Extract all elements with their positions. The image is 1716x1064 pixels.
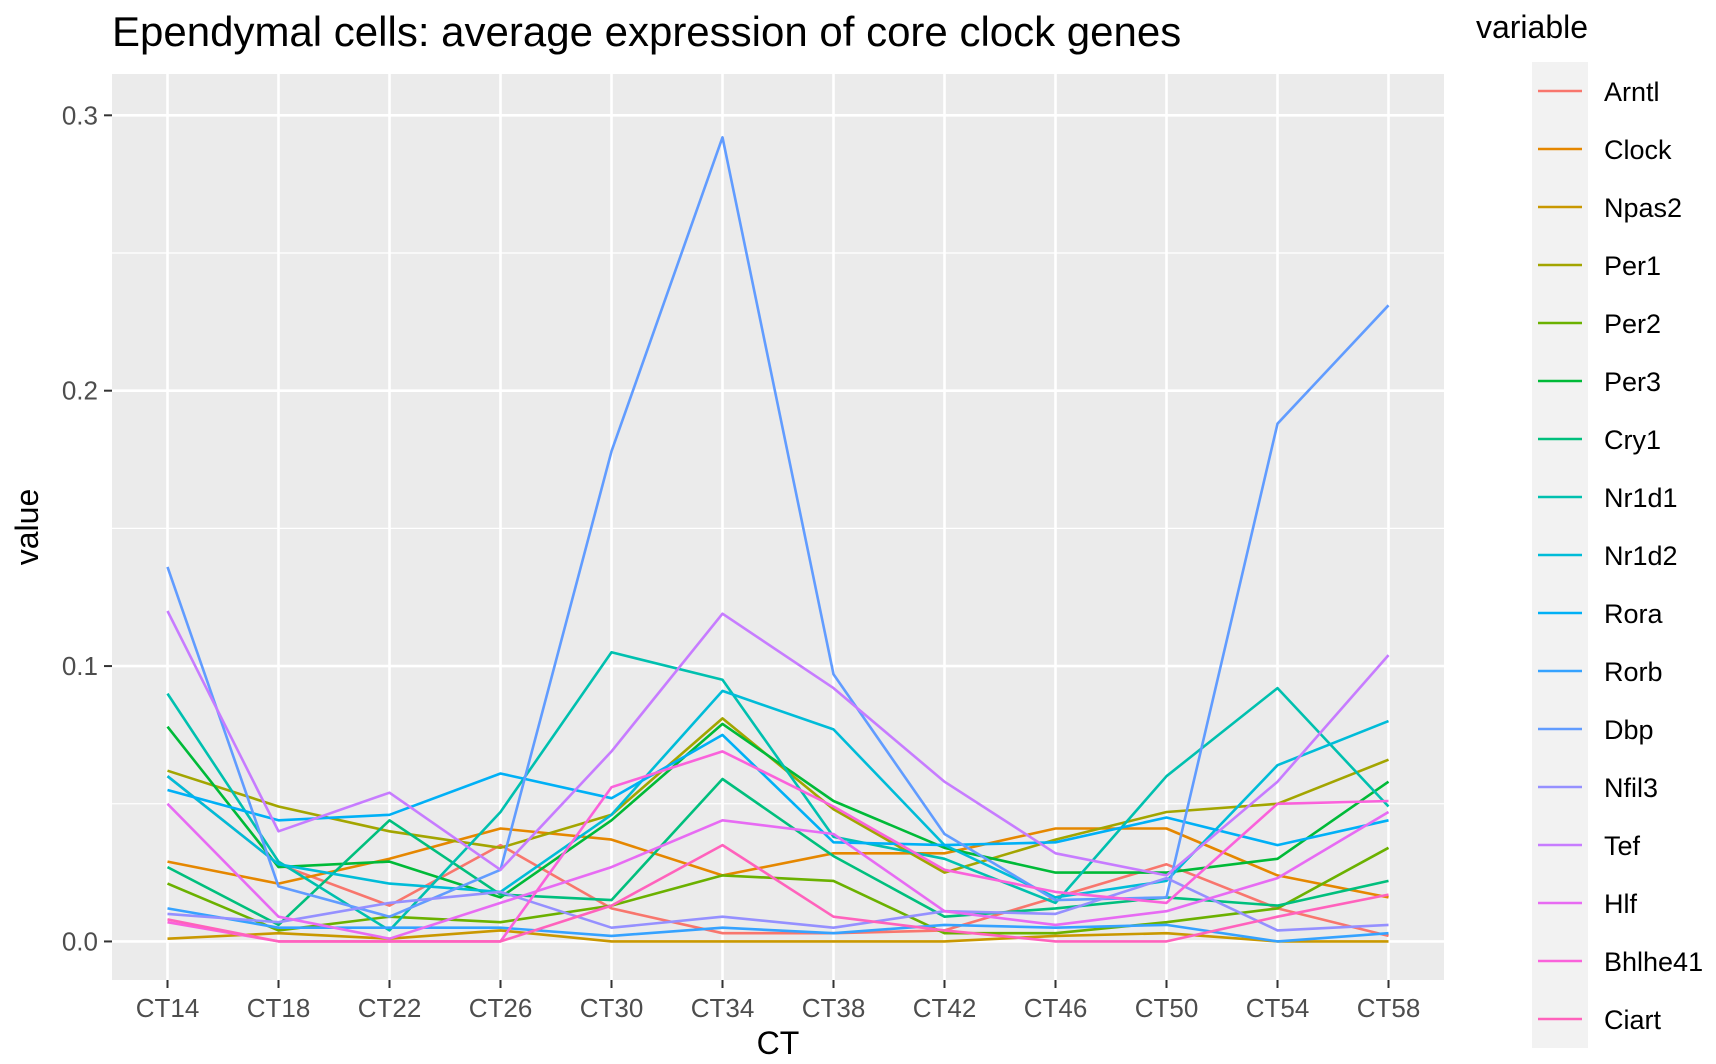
- series-lines: [166, 136, 1390, 943]
- x-tick-label: CT34: [691, 993, 755, 1023]
- series-line-arntl: [166, 775, 1389, 938]
- series-line-cry1: [166, 777, 1389, 927]
- legend-label-clock: Clock: [1604, 135, 1672, 165]
- plot-panel: [112, 74, 1444, 980]
- legend-label-tef: Tef: [1604, 831, 1641, 861]
- minor-gridlines: [112, 252, 1444, 805]
- series-line-npas2: [167, 929, 1389, 943]
- x-tick-label: CT42: [913, 993, 977, 1023]
- series-line-dbp: [166, 136, 1390, 919]
- legend-label-rorb: Rorb: [1604, 657, 1663, 687]
- y-tick-label: 0.1: [62, 651, 98, 681]
- legend-title: variable: [1476, 9, 1588, 45]
- x-tick-label: CT58: [1357, 993, 1421, 1023]
- legend-label-dbp: Dbp: [1604, 715, 1654, 745]
- x-tick-label: CT14: [136, 993, 200, 1023]
- series-line-rorb: [167, 907, 1389, 943]
- legend-label-bhlhe41: Bhlhe41: [1604, 947, 1703, 977]
- x-tick-label: CT18: [247, 993, 311, 1023]
- y-axis-title: value: [9, 489, 45, 566]
- x-tick-label: CT46: [1024, 993, 1088, 1023]
- legend-label-per3: Per3: [1604, 367, 1661, 397]
- series-line-nr1d2: [166, 689, 1389, 899]
- legend-label-hlf: Hlf: [1604, 889, 1637, 919]
- legend-label-nfil3: Nfil3: [1604, 773, 1658, 803]
- chart-title: Ependymal cells: average expression of c…: [112, 8, 1182, 55]
- legend-label-npas2: Npas2: [1604, 193, 1682, 223]
- legend: variable Arntl Clock Npas2 Per1 Per2 Per3 Cry1…: [1476, 9, 1703, 1048]
- legend-label-cry1: Cry1: [1604, 425, 1661, 455]
- legend-label-ciart: Ciart: [1604, 1005, 1662, 1035]
- x-axis-title: CT: [757, 1025, 800, 1061]
- x-tick-label: CT54: [1246, 993, 1310, 1023]
- series-line-ciart: [167, 843, 1389, 943]
- y-tick-label: 0.2: [62, 376, 98, 406]
- legend-label-nr1d1: Nr1d1: [1604, 483, 1678, 513]
- legend-label-nr1d2: Nr1d2: [1604, 541, 1678, 571]
- x-axis: CT14 CT18 CT22 CT26 CT30 CT34 CT38 CT42 CT46 CT50…: [136, 980, 1421, 1023]
- y-axis: 0.0 0.1 0.2 0.3: [62, 100, 112, 956]
- x-tick-label: CT30: [580, 993, 644, 1023]
- legend-label-per2: Per2: [1604, 309, 1661, 339]
- y-tick-label: 0.3: [62, 100, 98, 130]
- legend-label-per1: Per1: [1604, 251, 1661, 281]
- series-line-nr1d1: [166, 650, 1390, 932]
- x-tick-label: CT22: [358, 993, 422, 1023]
- series-line-hlf: [166, 802, 1390, 941]
- series-line-tef: [166, 610, 1390, 877]
- x-tick-label: CT50: [1135, 993, 1199, 1023]
- series-line-per3: [166, 722, 1390, 899]
- y-tick-label: 0.0: [62, 926, 98, 956]
- x-tick-label: CT26: [469, 993, 533, 1023]
- legend-label-rora: Rora: [1604, 599, 1664, 629]
- legend-label-arntl: Arntl: [1604, 77, 1660, 107]
- x-tick-label: CT38: [802, 993, 866, 1023]
